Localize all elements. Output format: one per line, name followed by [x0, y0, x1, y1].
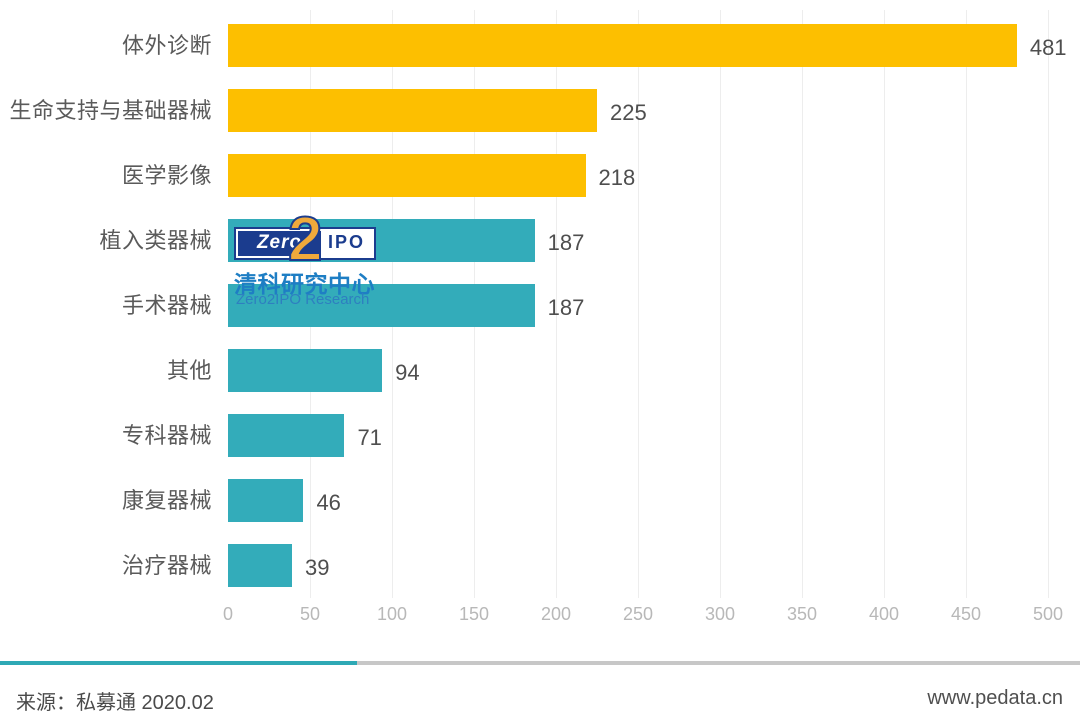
gridline-500 — [1048, 10, 1049, 598]
gridline-250 — [638, 10, 639, 598]
value-label-2: 218 — [598, 165, 636, 190]
gridline-450 — [966, 10, 967, 598]
website-text: www.pedata.cn — [927, 687, 1063, 709]
x-axis-tick-400: 400 — [868, 604, 900, 624]
x-axis-tick-100: 100 — [376, 604, 408, 624]
value-label-3: 187 — [547, 230, 585, 255]
x-axis-tick-500: 500 — [1032, 604, 1064, 624]
bar-1 — [228, 89, 597, 132]
x-axis-tick-150: 150 — [458, 604, 490, 624]
bar-8 — [228, 544, 292, 587]
gridline-200 — [556, 10, 557, 598]
category-label-5: 其他 — [166, 358, 212, 383]
bar-6 — [228, 414, 345, 457]
source-text: 来源：私募通 2020.02 — [16, 692, 214, 714]
value-label-8: 39 — [304, 555, 330, 580]
category-label-8: 治疗器械 — [121, 553, 212, 578]
bar-3 — [228, 219, 535, 262]
x-axis-tick-450: 450 — [950, 604, 982, 624]
bar-7 — [228, 479, 304, 522]
x-axis-tick-250: 250 — [622, 604, 654, 624]
category-label-1: 生命支持与基础器械 — [9, 98, 212, 123]
x-axis-tick-300: 300 — [704, 604, 736, 624]
value-label-5: 94 — [395, 360, 420, 385]
bar-5 — [228, 349, 383, 392]
value-label-4: 187 — [547, 295, 585, 320]
bar-4 — [228, 284, 535, 327]
value-label-6: 71 — [357, 425, 382, 450]
bar-0 — [228, 24, 1017, 67]
footer-divider-accent — [0, 661, 357, 665]
category-label-2: 医学影像 — [121, 163, 212, 188]
footer-divider — [0, 661, 1080, 665]
x-axis-tick-350: 350 — [786, 604, 818, 624]
gridline-300 — [720, 10, 721, 598]
x-axis-tick-200: 200 — [540, 604, 572, 624]
category-label-6: 专科器械 — [121, 423, 212, 448]
x-axis-tick-50: 50 — [299, 604, 321, 624]
bar-2 — [228, 154, 586, 197]
x-axis-tick-0: 0 — [222, 604, 234, 624]
category-label-4: 手术器械 — [121, 293, 212, 318]
category-label-3: 植入类器械 — [99, 228, 212, 253]
value-label-1: 225 — [610, 100, 647, 125]
gridline-400 — [884, 10, 885, 598]
gridline-350 — [802, 10, 803, 598]
value-label-7: 46 — [316, 490, 341, 515]
category-label-0: 体外诊断 — [121, 33, 212, 58]
value-label-0: 481 — [1029, 35, 1067, 60]
category-label-7: 康复器械 — [121, 488, 212, 513]
